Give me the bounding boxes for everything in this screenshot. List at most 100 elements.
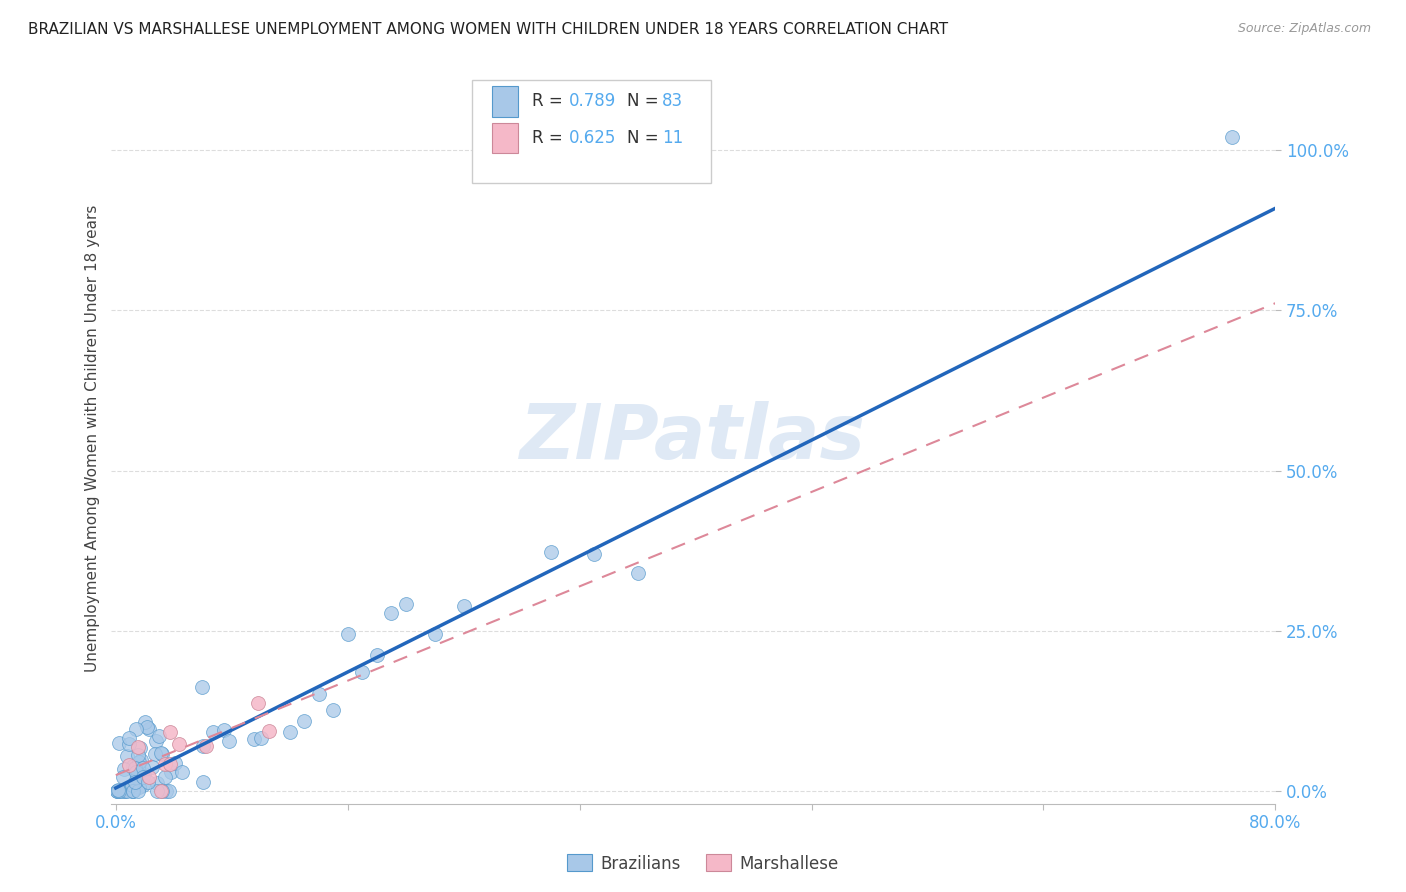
Point xyxy=(114,763,136,777)
Point xyxy=(115,749,138,764)
Point xyxy=(150,747,173,762)
Point xyxy=(214,723,236,737)
Point xyxy=(135,720,157,734)
Point xyxy=(159,765,181,780)
Text: R =: R = xyxy=(531,129,568,147)
Point xyxy=(127,748,149,763)
Point xyxy=(105,784,128,798)
FancyBboxPatch shape xyxy=(472,80,711,183)
Point xyxy=(105,784,128,798)
Text: 0.625: 0.625 xyxy=(569,129,616,147)
Point xyxy=(111,771,134,785)
Point xyxy=(121,784,143,798)
Text: R =: R = xyxy=(531,93,568,111)
Point xyxy=(132,767,155,781)
Point xyxy=(128,780,150,795)
Point xyxy=(122,759,145,773)
Point xyxy=(336,626,359,640)
Point xyxy=(195,739,218,753)
Text: Source: ZipAtlas.com: Source: ZipAtlas.com xyxy=(1237,22,1371,36)
Point xyxy=(143,747,166,761)
Point xyxy=(150,784,173,798)
Point xyxy=(395,598,418,612)
Point xyxy=(134,714,156,729)
Point xyxy=(278,724,301,739)
Point xyxy=(148,729,170,743)
Point xyxy=(153,770,176,784)
Point xyxy=(292,714,315,728)
Text: ZIPatlas: ZIPatlas xyxy=(520,401,866,475)
Point xyxy=(380,607,402,621)
FancyBboxPatch shape xyxy=(492,87,517,117)
Point xyxy=(190,681,212,695)
Point xyxy=(107,736,129,750)
Point xyxy=(153,756,176,771)
Point xyxy=(127,740,149,755)
Point xyxy=(124,722,146,736)
Point xyxy=(129,741,152,756)
Point xyxy=(191,739,214,753)
Point xyxy=(117,783,139,797)
Point xyxy=(159,756,181,771)
Point xyxy=(121,778,143,792)
Point xyxy=(155,784,177,798)
Point xyxy=(118,758,141,772)
Point xyxy=(423,627,446,641)
Point xyxy=(107,784,129,798)
Point xyxy=(131,770,153,784)
Point xyxy=(124,774,146,789)
Point xyxy=(128,756,150,770)
Point xyxy=(124,762,146,776)
Point xyxy=(107,782,129,797)
Point xyxy=(121,784,143,798)
Point xyxy=(125,770,148,784)
Point xyxy=(118,737,141,751)
Point xyxy=(117,780,139,795)
Point xyxy=(125,764,148,779)
Point xyxy=(129,753,152,767)
Point xyxy=(201,725,224,739)
Point xyxy=(146,776,169,790)
Point xyxy=(308,687,330,701)
Text: N =: N = xyxy=(627,93,664,111)
Point xyxy=(1220,130,1243,145)
Point xyxy=(540,545,562,559)
Point xyxy=(191,774,214,789)
Point xyxy=(138,722,160,736)
Y-axis label: Unemployment Among Women with Children Under 18 years: Unemployment Among Women with Children U… xyxy=(86,205,100,673)
Point xyxy=(145,734,167,748)
Point xyxy=(163,756,186,770)
Point xyxy=(129,768,152,782)
Text: 0.789: 0.789 xyxy=(569,93,616,111)
Legend: Brazilians, Marshallese: Brazilians, Marshallese xyxy=(561,847,845,880)
Point xyxy=(218,734,240,748)
Point xyxy=(243,732,266,747)
Point xyxy=(138,770,160,784)
Point xyxy=(131,761,153,775)
Text: 11: 11 xyxy=(662,129,683,147)
Point xyxy=(170,764,193,779)
Point xyxy=(149,784,172,798)
Point xyxy=(167,737,190,751)
Point xyxy=(131,778,153,792)
Point xyxy=(257,724,280,739)
Point xyxy=(453,599,475,613)
Point xyxy=(146,784,169,798)
Point xyxy=(322,702,344,716)
Point xyxy=(352,665,374,679)
Text: 83: 83 xyxy=(662,93,683,111)
Point xyxy=(246,696,269,710)
Point xyxy=(159,724,181,739)
Point xyxy=(110,784,132,798)
Point xyxy=(626,566,648,580)
Point xyxy=(136,774,159,789)
Point xyxy=(107,784,129,798)
Point xyxy=(149,746,172,760)
Point xyxy=(583,547,606,561)
Point xyxy=(366,648,388,662)
Point xyxy=(157,784,180,798)
Point xyxy=(108,784,131,798)
Point xyxy=(127,784,149,798)
Point xyxy=(141,760,163,774)
Text: BRAZILIAN VS MARSHALLESE UNEMPLOYMENT AMONG WOMEN WITH CHILDREN UNDER 18 YEARS C: BRAZILIAN VS MARSHALLESE UNEMPLOYMENT AM… xyxy=(28,22,948,37)
